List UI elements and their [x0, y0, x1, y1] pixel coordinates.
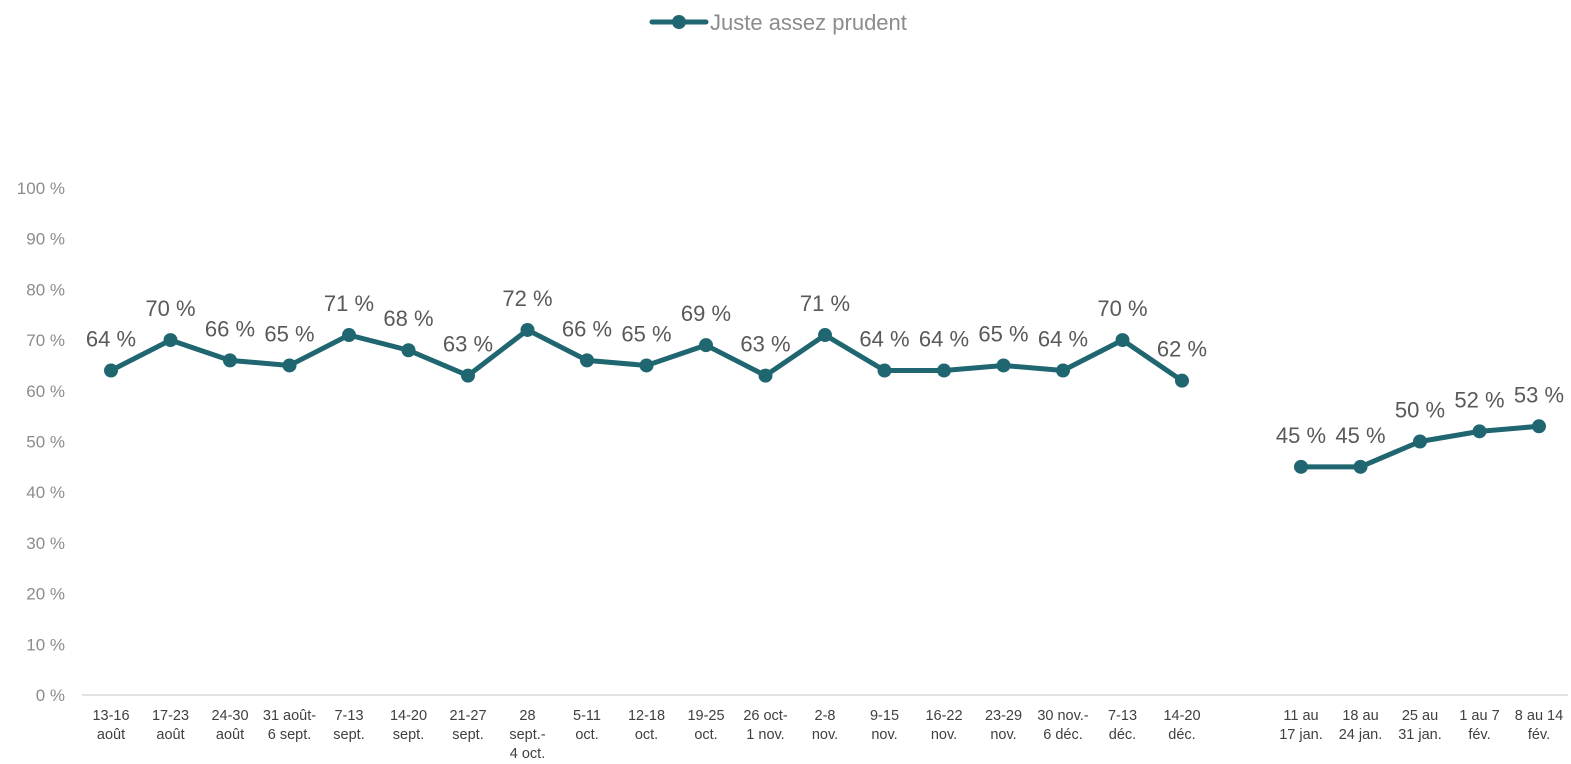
data-point — [818, 328, 832, 343]
data-point — [1294, 459, 1308, 474]
data-label: 66 % — [205, 316, 255, 341]
data-point — [342, 328, 356, 343]
y-tick-label: 80 % — [26, 280, 65, 299]
data-point — [699, 338, 713, 353]
data-point — [163, 333, 178, 348]
x-tick-label: 19-25 oct. — [687, 708, 724, 743]
legend-label: Juste assez prudent — [710, 10, 907, 35]
y-tick-label: 90 % — [26, 230, 65, 249]
y-tick-label: 40 % — [26, 483, 65, 502]
x-tick-label: 16-22 nov. — [925, 708, 962, 743]
data-point — [580, 353, 594, 368]
data-point — [282, 358, 297, 373]
data-point — [401, 343, 416, 358]
data-label: 63 % — [443, 332, 493, 357]
series-points — [104, 322, 1546, 474]
data-point — [1532, 419, 1546, 434]
x-axis: 13-16 août 17-23 août 24-30 août 31 août-6 sep… — [92, 708, 1563, 762]
x-tick-label: 9-15 nov. — [870, 708, 899, 743]
data-label: 71 % — [324, 291, 374, 316]
data-point — [104, 363, 118, 378]
data-label: 65 % — [264, 321, 314, 346]
data-point — [1413, 434, 1427, 449]
data-point — [937, 363, 951, 378]
data-point — [520, 322, 535, 337]
data-label: 65 % — [621, 321, 671, 346]
y-tick-label: 50 % — [26, 433, 65, 452]
data-point — [461, 368, 475, 383]
data-label: 66 % — [562, 316, 612, 341]
x-tick-label: 17-23 août — [152, 708, 189, 743]
y-tick-label: 60 % — [26, 382, 65, 401]
data-point — [223, 353, 237, 368]
x-tick-label: 14-20 sept. — [390, 708, 427, 743]
y-tick-label: 100 % — [17, 179, 65, 198]
x-tick-label: 8 au 14 fév. — [1515, 708, 1563, 743]
data-point — [1115, 333, 1130, 348]
x-tick-label: 24-30 août — [211, 708, 248, 743]
x-tick-label: 30 nov.-6 déc. — [1037, 708, 1088, 743]
x-tick-label: 13-16 août — [92, 708, 129, 743]
x-tick-label: 23-29 nov. — [985, 708, 1022, 743]
y-tick-label: 10 % — [26, 635, 65, 654]
y-tick-label: 30 % — [26, 534, 65, 553]
data-label: 64 % — [1038, 327, 1088, 352]
x-tick-label: 21-27 sept. — [449, 708, 486, 743]
data-point — [1353, 459, 1368, 474]
x-tick-label: 7-13 sept. — [333, 708, 364, 743]
data-point — [996, 358, 1011, 373]
x-tick-label: 12-18 oct. — [628, 708, 665, 743]
x-tick-label: 7-13 déc. — [1108, 708, 1137, 743]
data-label: 52 % — [1454, 387, 1504, 412]
data-label: 50 % — [1395, 398, 1445, 423]
x-tick-label: 2-8 nov. — [812, 708, 838, 743]
legend: Juste assez prudent — [649, 10, 907, 35]
y-axis: 0 % 10 % 20 % 30 % 40 % 50 % 60 % 70 % 80 % 90 % 1… — [17, 179, 65, 705]
y-tick-label: 0 % — [36, 686, 65, 705]
legend-dot-marker — [672, 15, 686, 29]
data-label: 45 % — [1276, 423, 1326, 448]
x-tick-label: 11 au 17 jan. — [1279, 708, 1323, 743]
data-label: 68 % — [383, 306, 433, 331]
data-label: 45 % — [1335, 423, 1385, 448]
data-label: 64 % — [86, 327, 136, 352]
data-label: 62 % — [1157, 337, 1207, 362]
data-label: 70 % — [145, 296, 195, 321]
data-point — [1056, 363, 1070, 378]
y-tick-label: 70 % — [26, 331, 65, 350]
data-labels: 64 % 70 % 66 % 65 % 71 % 68 % 63 % 72 % 66 % 65 %… — [86, 286, 1564, 448]
x-tick-label: 26 oct-1 nov. — [743, 708, 787, 743]
x-tick-label: 25 au 31 jan. — [1398, 708, 1442, 743]
data-point — [758, 368, 773, 383]
data-label: 71 % — [800, 291, 850, 316]
x-tick-label: 28 sept.-4 oct. — [509, 708, 545, 759]
y-tick-label: 20 % — [26, 585, 65, 604]
x-tick-label: 14-20 déc. — [1163, 708, 1200, 743]
x-tick-label: 31 août-6 sept. — [263, 708, 316, 743]
data-label: 65 % — [978, 321, 1028, 346]
data-point — [1175, 373, 1189, 388]
data-label: 64 % — [919, 327, 969, 352]
x-tick-label: 1 au 7 fév. — [1459, 708, 1499, 743]
data-label: 63 % — [740, 332, 790, 357]
data-label: 64 % — [859, 327, 909, 352]
data-label: 69 % — [681, 301, 731, 326]
data-point — [1472, 424, 1487, 439]
data-point — [639, 358, 654, 373]
x-tick-label: 5-11 oct. — [573, 708, 601, 743]
data-label: 72 % — [502, 286, 552, 311]
data-label: 70 % — [1097, 296, 1147, 321]
data-label: 53 % — [1514, 382, 1564, 407]
data-point — [877, 363, 892, 378]
x-tick-label: 18 au 24 jan. — [1339, 708, 1383, 743]
